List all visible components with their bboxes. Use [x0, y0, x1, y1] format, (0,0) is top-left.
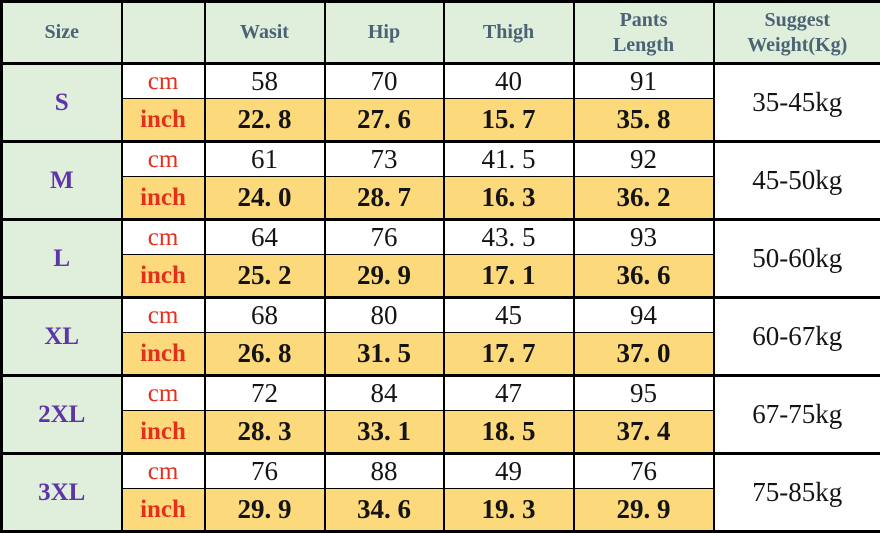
unit-label-cm: cm — [122, 454, 205, 489]
suggest-weight-value: 60-67kg — [714, 298, 880, 376]
value-waist-cm: 61 — [205, 142, 325, 177]
header-hip: Hip — [325, 2, 444, 64]
value-pants-cm: 76 — [574, 454, 714, 489]
table-row-s-cm: S cm 58 70 40 91 35-45kg — [2, 64, 880, 99]
value-hip-inch: 34. 6 — [325, 489, 444, 532]
size-label-s: S — [2, 64, 122, 142]
table-row-3xl-cm: 3XL cm 76 88 49 76 75-85kg — [2, 454, 880, 489]
suggest-weight-value: 50-60kg — [714, 220, 880, 298]
table-row-xl-cm: XL cm 68 80 45 94 60-67kg — [2, 298, 880, 333]
suggest-weight-value: 67-75kg — [714, 376, 880, 454]
header-size: Size — [2, 2, 122, 64]
value-pants-inch: 37. 0 — [574, 333, 714, 376]
size-label-2xl: 2XL — [2, 376, 122, 454]
unit-label-cm: cm — [122, 142, 205, 177]
value-hip-inch: 29. 9 — [325, 255, 444, 298]
unit-label-inch: inch — [122, 177, 205, 220]
value-pants-cm: 94 — [574, 298, 714, 333]
unit-label-cm: cm — [122, 64, 205, 99]
value-pants-cm: 95 — [574, 376, 714, 411]
size-label-xl: XL — [2, 298, 122, 376]
suggest-weight-value: 75-85kg — [714, 454, 880, 532]
value-thigh-inch: 18. 5 — [444, 411, 574, 454]
unit-label-inch: inch — [122, 99, 205, 142]
value-thigh-inch: 19. 3 — [444, 489, 574, 532]
value-pants-inch: 35. 8 — [574, 99, 714, 142]
value-hip-cm: 88 — [325, 454, 444, 489]
value-thigh-cm: 45 — [444, 298, 574, 333]
value-thigh-inch: 17. 7 — [444, 333, 574, 376]
value-hip-cm: 84 — [325, 376, 444, 411]
value-pants-inch: 36. 2 — [574, 177, 714, 220]
suggest-weight-value: 45-50kg — [714, 142, 880, 220]
unit-label-cm: cm — [122, 298, 205, 333]
unit-label-inch: inch — [122, 333, 205, 376]
header-unit — [122, 2, 205, 64]
value-thigh-inch: 17. 1 — [444, 255, 574, 298]
value-waist-inch: 25. 2 — [205, 255, 325, 298]
value-thigh-cm: 49 — [444, 454, 574, 489]
size-label-m: M — [2, 142, 122, 220]
unit-label-cm: cm — [122, 376, 205, 411]
value-hip-inch: 27. 6 — [325, 99, 444, 142]
value-waist-inch: 26. 8 — [205, 333, 325, 376]
value-hip-inch: 31. 5 — [325, 333, 444, 376]
value-thigh-cm: 41. 5 — [444, 142, 574, 177]
value-pants-inch: 37. 4 — [574, 411, 714, 454]
table-row-m-cm: M cm 61 73 41. 5 92 45-50kg — [2, 142, 880, 177]
value-pants-inch: 29. 9 — [574, 489, 714, 532]
value-hip-inch: 33. 1 — [325, 411, 444, 454]
header-row: Size Wasit Hip Thigh Pants Length Sugges… — [2, 2, 880, 64]
size-label-3xl: 3XL — [2, 454, 122, 532]
suggest-weight-value: 35-45kg — [714, 64, 880, 142]
value-thigh-cm: 40 — [444, 64, 574, 99]
unit-label-inch: inch — [122, 255, 205, 298]
value-waist-inch: 24. 0 — [205, 177, 325, 220]
value-waist-cm: 72 — [205, 376, 325, 411]
table-row-2xl-cm: 2XL cm 72 84 47 95 67-75kg — [2, 376, 880, 411]
size-chart-header: Size Wasit Hip Thigh Pants Length Sugges… — [2, 2, 880, 64]
value-pants-cm: 93 — [574, 220, 714, 255]
value-waist-inch: 22. 8 — [205, 99, 325, 142]
value-waist-cm: 76 — [205, 454, 325, 489]
header-pants-length: Pants Length — [574, 2, 714, 64]
header-thigh: Thigh — [444, 2, 574, 64]
table-row-l-cm: L cm 64 76 43. 5 93 50-60kg — [2, 220, 880, 255]
value-thigh-inch: 16. 3 — [444, 177, 574, 220]
value-hip-cm: 73 — [325, 142, 444, 177]
value-hip-cm: 76 — [325, 220, 444, 255]
size-label-l: L — [2, 220, 122, 298]
unit-label-inch: inch — [122, 489, 205, 532]
value-pants-inch: 36. 6 — [574, 255, 714, 298]
unit-label-cm: cm — [122, 220, 205, 255]
value-waist-cm: 64 — [205, 220, 325, 255]
value-thigh-cm: 43. 5 — [444, 220, 574, 255]
value-waist-inch: 29. 9 — [205, 489, 325, 532]
value-hip-cm: 70 — [325, 64, 444, 99]
header-waist: Wasit — [205, 2, 325, 64]
value-waist-inch: 28. 3 — [205, 411, 325, 454]
value-waist-cm: 58 — [205, 64, 325, 99]
value-hip-inch: 28. 7 — [325, 177, 444, 220]
value-pants-cm: 91 — [574, 64, 714, 99]
value-thigh-inch: 15. 7 — [444, 99, 574, 142]
value-hip-cm: 80 — [325, 298, 444, 333]
header-suggest-weight: Suggest Weight(Kg) — [714, 2, 880, 64]
unit-label-inch: inch — [122, 411, 205, 454]
value-pants-cm: 92 — [574, 142, 714, 177]
value-thigh-cm: 47 — [444, 376, 574, 411]
value-waist-cm: 68 — [205, 298, 325, 333]
